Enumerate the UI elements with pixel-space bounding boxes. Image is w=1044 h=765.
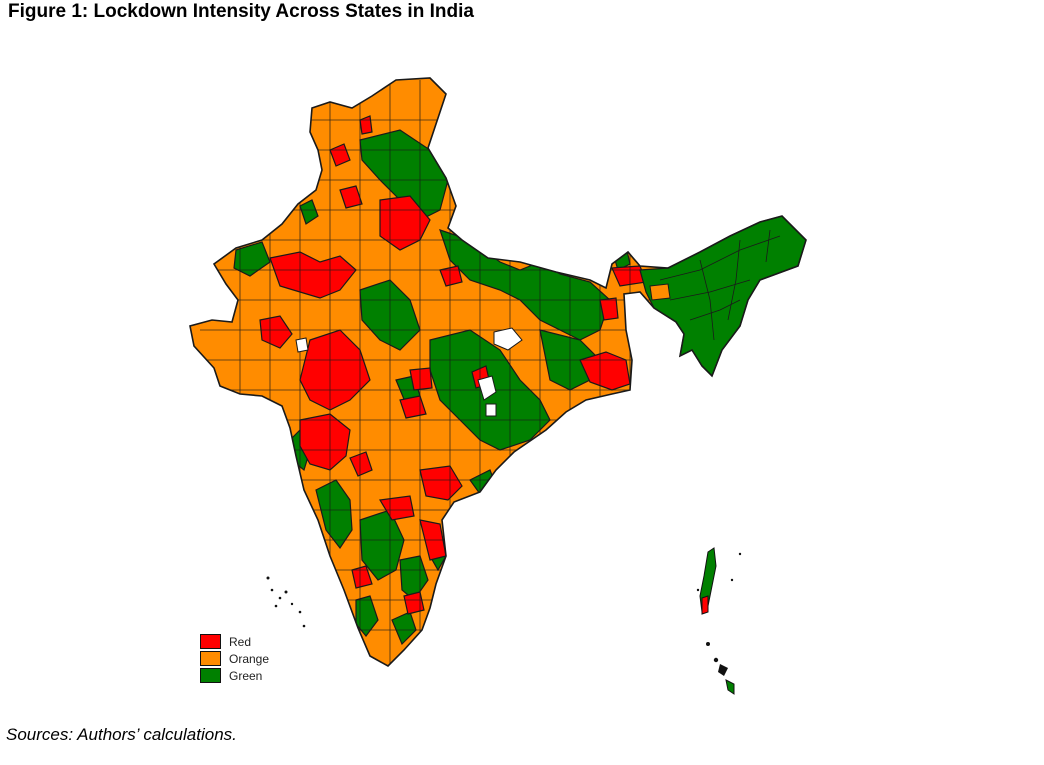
legend-label-green: Green <box>229 668 263 683</box>
legend-swatch-orange <box>200 651 221 666</box>
legend-item-red: Red <box>200 633 269 650</box>
legend-item-orange: Orange <box>200 650 269 667</box>
figure-title: Figure 1: Lockdown Intensity Across Stat… <box>8 1 474 22</box>
district-mosaic <box>190 78 806 666</box>
legend-label-red: Red <box>229 634 252 649</box>
lakshadweep-islands <box>266 576 306 628</box>
source-note: Sources: Authors’ calculations. <box>6 725 237 744</box>
andaman-nicobar-islands <box>696 547 742 695</box>
legend-label-orange: Orange <box>229 651 270 666</box>
legend-item-green: Green <box>200 667 269 684</box>
legend-swatch-red <box>200 634 221 649</box>
map-legend: Red Orange Green <box>200 633 269 684</box>
legend-swatch-green <box>200 668 221 683</box>
